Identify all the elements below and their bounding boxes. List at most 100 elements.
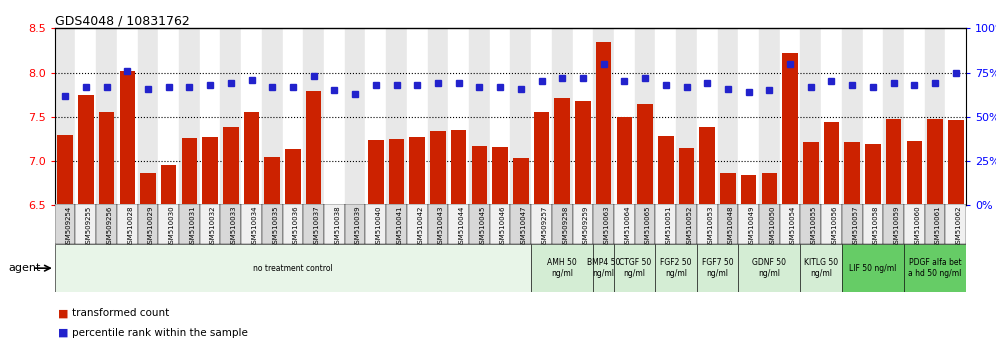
Bar — [637, 103, 652, 205]
Bar — [244, 112, 259, 205]
Bar — [97, 28, 117, 205]
Bar — [885, 120, 901, 205]
Text: GSM509259: GSM509259 — [583, 206, 589, 248]
Bar — [717, 204, 738, 244]
Bar — [366, 204, 386, 244]
Bar — [634, 28, 655, 205]
Bar — [137, 204, 158, 244]
Bar — [866, 144, 880, 205]
Text: GSM510035: GSM510035 — [272, 206, 278, 248]
Bar — [614, 28, 634, 205]
Bar — [158, 28, 179, 205]
Bar — [906, 141, 922, 205]
Bar — [511, 204, 531, 244]
Text: ■: ■ — [58, 328, 69, 338]
Text: GSM510059: GSM510059 — [893, 206, 899, 248]
Bar — [265, 157, 280, 205]
Text: FGF2 50
ng/ml: FGF2 50 ng/ml — [660, 258, 692, 278]
Text: FGF7 50
ng/ml: FGF7 50 ng/ml — [702, 258, 733, 278]
Text: GSM510064: GSM510064 — [624, 206, 630, 248]
Text: GSM510039: GSM510039 — [356, 206, 362, 248]
Bar — [534, 112, 549, 205]
Text: GSM509258: GSM509258 — [562, 206, 569, 248]
Text: CTGF 50
ng/ml: CTGF 50 ng/ml — [619, 258, 650, 278]
Bar — [720, 172, 736, 205]
Text: GDNF 50
ng/ml: GDNF 50 ng/ml — [752, 258, 787, 278]
Bar — [366, 28, 386, 205]
Bar — [220, 204, 241, 244]
Bar — [448, 28, 469, 205]
Bar — [780, 204, 801, 244]
Bar — [699, 127, 715, 205]
Text: GSM510030: GSM510030 — [168, 206, 174, 248]
Text: GSM510036: GSM510036 — [293, 206, 299, 248]
Bar — [76, 28, 97, 205]
Bar — [200, 28, 220, 205]
Bar — [324, 204, 345, 244]
Text: GSM510037: GSM510037 — [314, 206, 320, 248]
Text: GSM510043: GSM510043 — [438, 206, 444, 248]
Bar — [345, 204, 366, 244]
Text: GSM510045: GSM510045 — [479, 206, 485, 248]
Bar — [137, 28, 158, 205]
Bar — [945, 28, 966, 205]
Bar — [161, 165, 176, 205]
Text: GSM510057: GSM510057 — [853, 206, 859, 248]
Bar — [617, 117, 632, 205]
Bar — [490, 28, 511, 205]
Text: transformed count: transformed count — [72, 308, 169, 318]
Bar — [883, 204, 904, 244]
Bar — [738, 28, 759, 205]
Bar — [759, 204, 780, 244]
Text: GSM510065: GSM510065 — [645, 206, 651, 248]
Text: GSM510028: GSM510028 — [127, 206, 133, 248]
Bar — [304, 28, 324, 205]
Text: GSM510062: GSM510062 — [956, 206, 962, 248]
Bar — [614, 204, 634, 244]
Bar — [179, 28, 200, 205]
Bar — [801, 244, 842, 292]
Bar — [76, 204, 97, 244]
Bar — [531, 204, 552, 244]
Bar — [369, 140, 383, 205]
Text: GSM509257: GSM509257 — [542, 206, 548, 248]
Bar — [803, 142, 819, 205]
Bar — [511, 28, 531, 205]
Bar — [262, 204, 283, 244]
Bar — [531, 244, 594, 292]
Bar — [594, 204, 614, 244]
Bar — [614, 244, 655, 292]
Text: percentile rank within the sample: percentile rank within the sample — [72, 328, 248, 338]
Bar — [924, 28, 945, 205]
Text: GSM510048: GSM510048 — [728, 206, 734, 248]
Text: PDGF alfa bet
a hd 50 ng/ml: PDGF alfa bet a hd 50 ng/ml — [908, 258, 962, 278]
Bar — [140, 172, 155, 205]
Bar — [655, 28, 676, 205]
Text: GSM510040: GSM510040 — [375, 206, 381, 248]
Bar — [676, 28, 697, 205]
Text: GSM510056: GSM510056 — [832, 206, 838, 248]
Bar — [202, 137, 218, 205]
Text: GSM510042: GSM510042 — [417, 206, 423, 248]
Bar — [575, 101, 591, 205]
Bar — [845, 142, 860, 205]
Bar — [883, 28, 904, 205]
Text: no treatment control: no treatment control — [253, 264, 333, 273]
Bar — [158, 204, 179, 244]
Text: GSM510053: GSM510053 — [707, 206, 713, 248]
Text: GSM510060: GSM510060 — [914, 206, 920, 248]
Bar — [430, 131, 446, 205]
Bar — [594, 244, 614, 292]
Text: GSM510029: GSM510029 — [148, 206, 154, 248]
Text: GDS4048 / 10831762: GDS4048 / 10831762 — [55, 14, 189, 27]
Text: GSM510041: GSM510041 — [396, 206, 402, 248]
Text: LIF 50 ng/ml: LIF 50 ng/ml — [850, 264, 896, 273]
Bar — [55, 28, 76, 205]
Bar — [697, 244, 738, 292]
Text: agent: agent — [8, 263, 41, 273]
Bar — [658, 136, 673, 205]
Bar — [780, 28, 801, 205]
Bar — [821, 204, 842, 244]
Bar — [348, 204, 363, 205]
Bar — [55, 204, 76, 244]
